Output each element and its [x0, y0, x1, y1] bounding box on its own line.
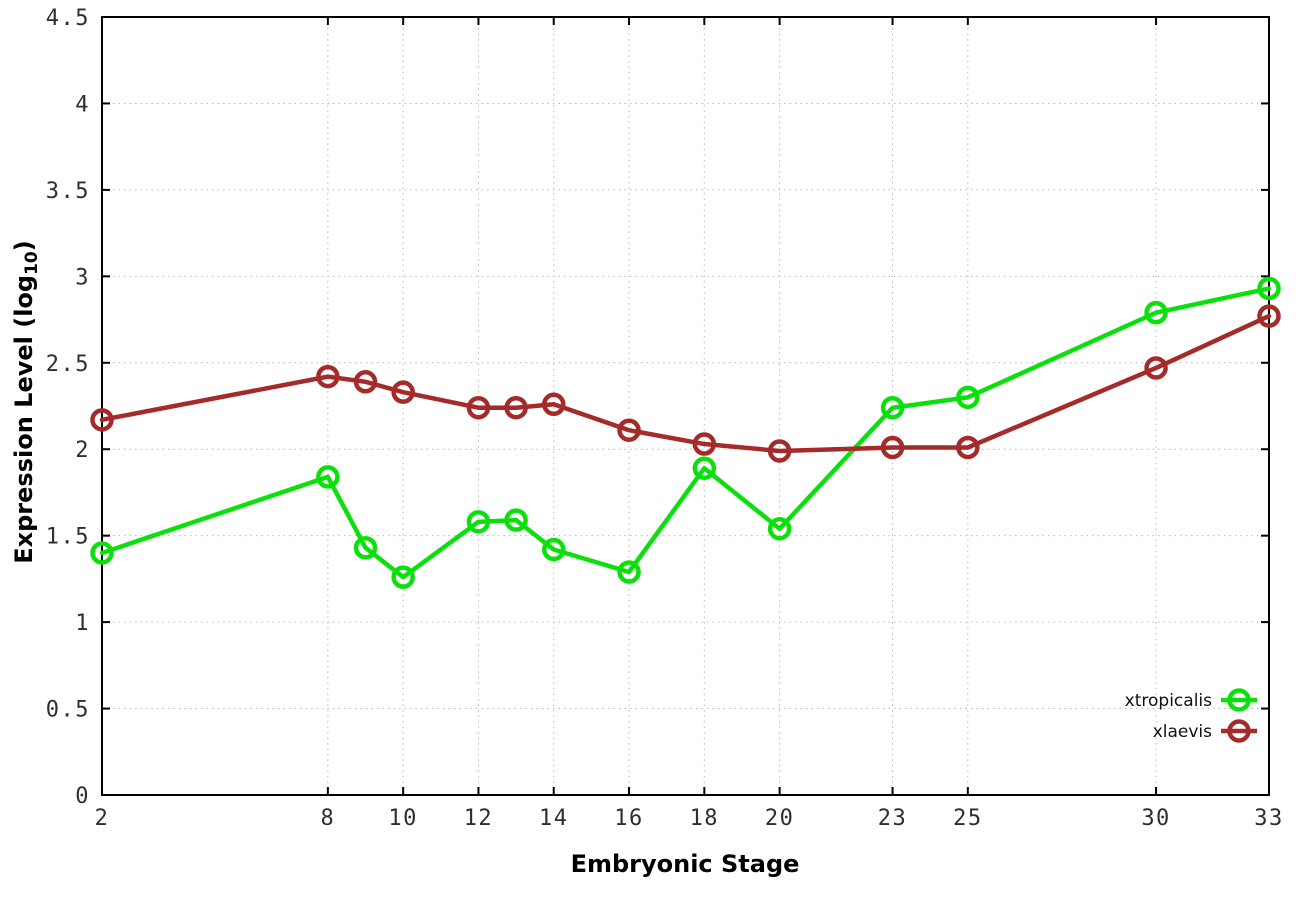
data-point-xtropicalis	[617, 560, 641, 584]
data-point-xlaevis	[956, 435, 980, 460]
x-tick-label: 25	[953, 806, 983, 831]
y-axis-label-subscript: 10	[22, 251, 42, 275]
data-point-xtropicalis	[353, 536, 378, 560]
y-tick-label: 1.5	[46, 525, 90, 550]
data-point-xlaevis	[391, 380, 415, 404]
y-tick-label: 0.5	[46, 698, 90, 723]
x-tick-label: 14	[539, 806, 569, 831]
legend-label-xlaevis: xlaevis	[1153, 722, 1212, 742]
data-point-xlaevis	[767, 439, 792, 463]
x-tick-label: 18	[690, 806, 720, 831]
y-tick-label: 1	[75, 611, 90, 636]
data-point-xtropicalis	[504, 508, 528, 532]
data-point-xtropicalis	[767, 517, 792, 541]
data-point-xlaevis	[880, 435, 905, 460]
y-tick-label: 3	[75, 265, 90, 290]
y-axis-label-pre: Expression Level (log	[10, 274, 38, 564]
data-point-xlaevis	[692, 432, 717, 456]
data-point-xlaevis	[617, 418, 641, 442]
plot-border	[101, 16, 1270, 796]
x-tick-label: 8	[320, 806, 335, 831]
data-point-xtropicalis	[391, 565, 415, 589]
data-point-xlaevis	[504, 395, 528, 420]
data-point-xtropicalis	[90, 541, 114, 565]
series-line-xtropicalis	[99, 286, 1272, 580]
y-tick-label: 3.5	[46, 179, 90, 204]
data-point-xtropicalis	[1144, 300, 1168, 325]
data-point-xlaevis	[541, 392, 566, 417]
data-point-xtropicalis	[880, 395, 905, 420]
data-point-xtropicalis	[692, 456, 717, 480]
x-tick-label: 10	[388, 806, 418, 831]
x-tick-label: 33	[1254, 806, 1284, 831]
data-point-xlaevis	[316, 364, 340, 389]
data-point-xlaevis	[90, 408, 114, 432]
y-tick-label: 4.5	[46, 6, 90, 31]
data-point-xlaevis	[466, 395, 491, 420]
legend-marker-xlaevis	[1227, 719, 1251, 743]
y-tick-label: 2.5	[46, 352, 90, 377]
y-tick-label: 2	[75, 438, 90, 463]
x-tick-label: 30	[1141, 806, 1171, 831]
data-point-xtropicalis	[316, 465, 340, 489]
legend-label-xtropicalis: xtropicalis	[1125, 691, 1212, 711]
data-point-xlaevis	[1144, 356, 1168, 380]
x-tick-label: 12	[464, 806, 494, 831]
data-point-xtropicalis	[466, 510, 491, 534]
series-line-xlaevis	[99, 313, 1272, 454]
x-axis-label: Embryonic Stage	[570, 850, 800, 878]
data-point-xtropicalis	[956, 385, 980, 410]
x-tick-label: 23	[878, 806, 908, 831]
y-axis-label: Expression Level (log10)	[10, 240, 42, 564]
x-tick-label: 20	[765, 806, 795, 831]
legend-marker-xtropicalis	[1227, 688, 1251, 712]
data-point-xtropicalis	[1257, 276, 1281, 301]
x-tick-label: 2	[95, 806, 110, 831]
x-tick-label: 16	[614, 806, 644, 831]
data-point-xtropicalis	[541, 537, 566, 562]
y-axis-label-post: )	[10, 240, 38, 252]
y-tick-label: 0	[75, 784, 90, 809]
data-point-xlaevis	[353, 370, 378, 394]
y-tick-label: 4	[75, 92, 90, 117]
data-point-xlaevis	[1257, 304, 1281, 328]
